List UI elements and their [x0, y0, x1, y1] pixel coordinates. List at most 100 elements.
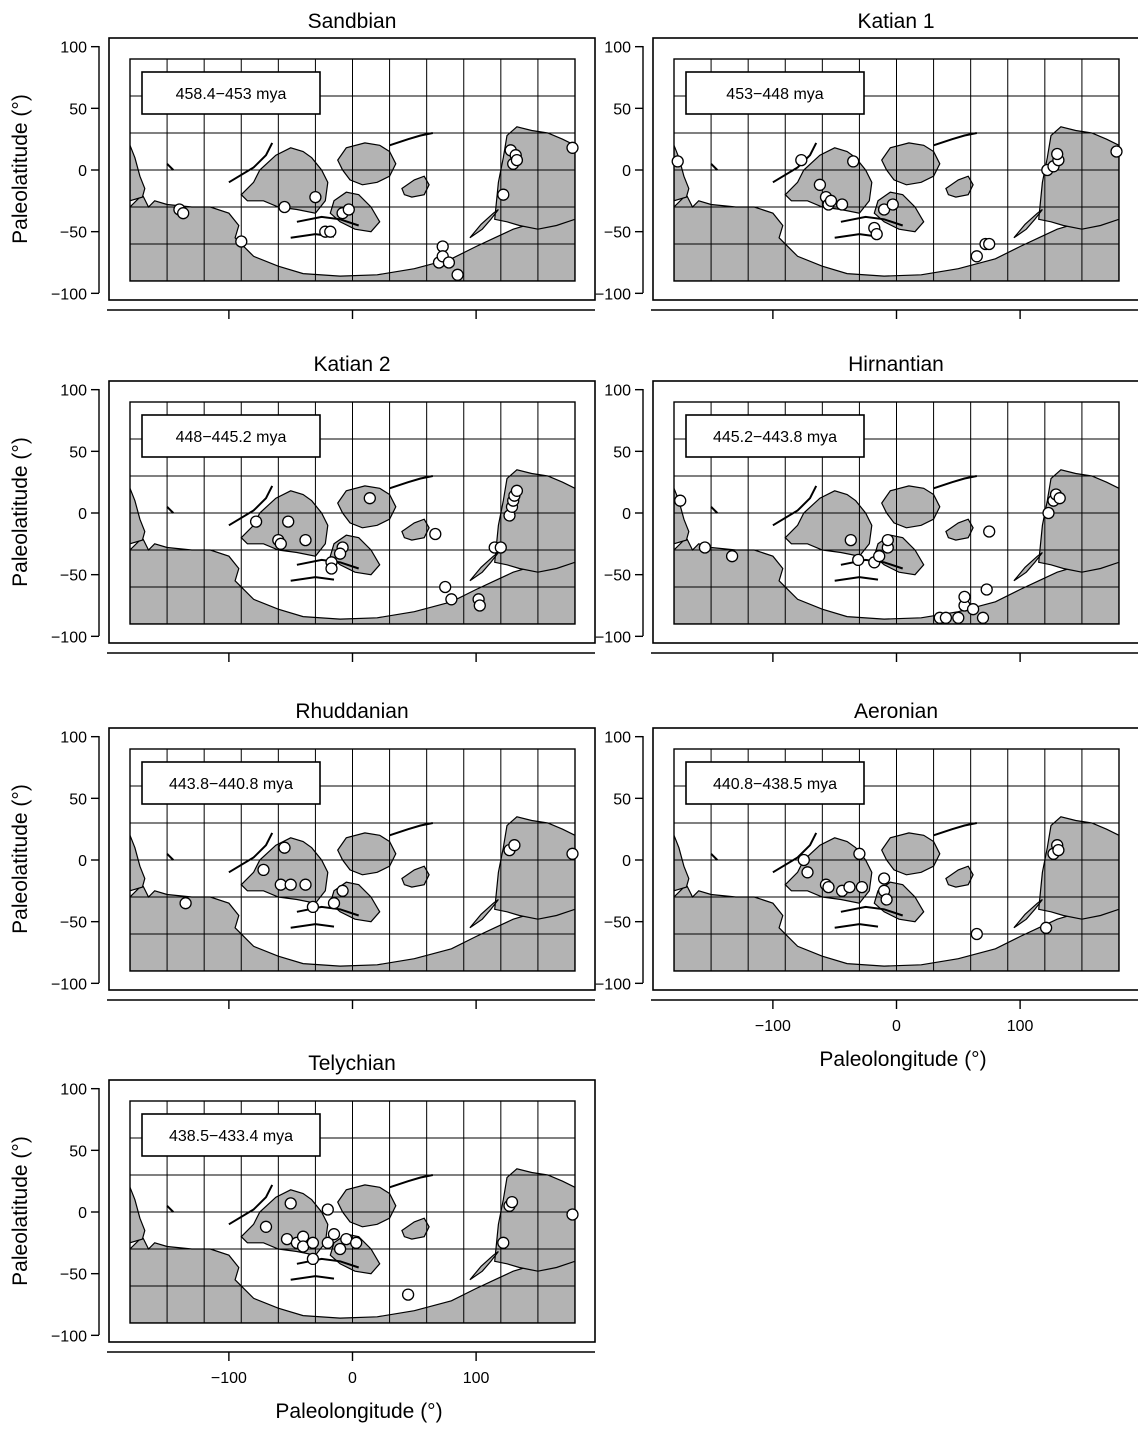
y-tick-label: 50: [613, 101, 631, 118]
occurrence-point: [299, 878, 312, 891]
map-border: [673, 748, 1120, 972]
y-tick-label: 0: [78, 506, 87, 523]
occurrence-point: [494, 541, 507, 554]
occurrence-point: [179, 897, 192, 910]
occurrence-point: [958, 590, 971, 604]
occurrence-point: [674, 494, 687, 507]
occurrence-point: [976, 611, 990, 624]
landmass: [1038, 126, 1119, 230]
occurrence-point: [327, 1228, 341, 1241]
y-tick-label: −50: [604, 568, 631, 585]
map-border: [129, 58, 576, 282]
occurrence-point: [249, 515, 263, 528]
occurrence-point: [1110, 145, 1123, 158]
occurrence-point: [566, 847, 579, 860]
age-label: 443.8−440.8 mya: [169, 776, 293, 793]
occurrence-point: [306, 900, 320, 914]
island-arc: [840, 215, 904, 227]
y-tick-label: −50: [60, 568, 87, 585]
age-label-box: [685, 71, 865, 115]
occurrence-point: [324, 225, 337, 238]
occurrence-point: [235, 235, 248, 248]
x-axis-label: Paleolongitude (°): [819, 1048, 986, 1071]
y-tick-label: 0: [78, 163, 87, 180]
landmass: [240, 147, 329, 214]
landmass: [130, 145, 146, 202]
y-tick-label: 0: [78, 853, 87, 870]
x-tick-label: −100: [211, 1370, 247, 1387]
occurrence-point: [429, 527, 442, 541]
occurrence-point: [853, 847, 866, 860]
y-tick-label: −50: [604, 225, 631, 242]
y-tick-label: 100: [604, 383, 631, 400]
x-axis-label: Paleolongitude (°): [275, 1400, 442, 1423]
y-tick-label: 100: [60, 383, 87, 400]
occurrence-point: [439, 580, 452, 594]
occurrence-point: [795, 153, 808, 167]
occurrence-point: [1042, 506, 1055, 520]
y-tick-label: 100: [604, 40, 631, 57]
panel-title: Hirnantian: [848, 353, 944, 376]
landmass: [1013, 552, 1043, 582]
y-tick-label: −100: [51, 976, 87, 993]
occurrence-point: [886, 198, 899, 211]
y-tick-label: −100: [51, 629, 87, 646]
island-arc: [166, 853, 175, 861]
map-panel-hirnantian: Hirnantian 445.2−443.8 mya 100 50 0 −50 −100: [595, 353, 1138, 662]
landmass: [130, 1187, 146, 1244]
occurrence-point: [442, 256, 456, 269]
y-tick-label: −50: [604, 915, 631, 932]
occurrence-point: [980, 583, 993, 596]
occurrence-point: [1053, 492, 1066, 505]
x-tick-label: 100: [1007, 1018, 1034, 1035]
panel-title: Sandbian: [308, 10, 397, 33]
occurrence-point: [1039, 921, 1053, 934]
occurrence-point: [698, 541, 712, 554]
occurrence-point: [880, 893, 893, 906]
y-tick-label: 50: [69, 444, 87, 461]
age-label: 445.2−443.8 mya: [713, 429, 837, 446]
map-area: [130, 749, 575, 971]
y-tick-label: 50: [613, 791, 631, 808]
occurrence-point: [306, 1236, 320, 1249]
occurrence-point: [333, 1242, 347, 1256]
occurrence-point: [497, 1236, 510, 1249]
x-tick-label: −100: [755, 1018, 791, 1035]
x-tick-label: 0: [892, 1018, 901, 1035]
occurrence-point: [278, 200, 291, 214]
occurrence-point: [824, 194, 838, 207]
y-tick-label: −50: [60, 915, 87, 932]
map-border: [129, 401, 576, 625]
panel-title: Katian 1: [857, 10, 934, 33]
landmass: [674, 835, 690, 892]
occurrence-point: [983, 237, 996, 251]
y-tick-label: −100: [51, 1328, 87, 1345]
map-panel-rhuddanian: Rhuddanian 443.8−440.8 mya 100 50 0 −50 −100 Pa…: [9, 700, 596, 1009]
occurrence-point: [855, 880, 869, 894]
y-axis-label: Paleolatitude (°): [9, 437, 32, 587]
island-arc: [166, 506, 175, 514]
landmass: [1038, 816, 1119, 920]
occurrence-point: [299, 533, 312, 547]
occurrence-point: [843, 880, 856, 894]
map-area: [674, 749, 1119, 971]
occurrence-point: [259, 1220, 273, 1233]
y-tick-label: −100: [595, 976, 631, 993]
occurrence-point: [983, 525, 996, 538]
map-border: [129, 748, 576, 972]
y-tick-label: 100: [60, 40, 87, 57]
age-label: 453−448 mya: [726, 86, 824, 103]
occurrence-point: [284, 878, 297, 891]
age-label-box: [141, 761, 321, 805]
age-label-box: [141, 414, 321, 458]
occurrence-point: [566, 141, 579, 154]
occurrence-point: [813, 178, 827, 191]
landmass: [1013, 209, 1043, 239]
occurrence-point: [473, 599, 486, 612]
occurrence-point: [510, 153, 524, 167]
occurrence-point: [274, 537, 287, 550]
age-label-box: [685, 414, 865, 458]
occurrence-point: [497, 188, 510, 201]
map-border: [673, 401, 1120, 625]
